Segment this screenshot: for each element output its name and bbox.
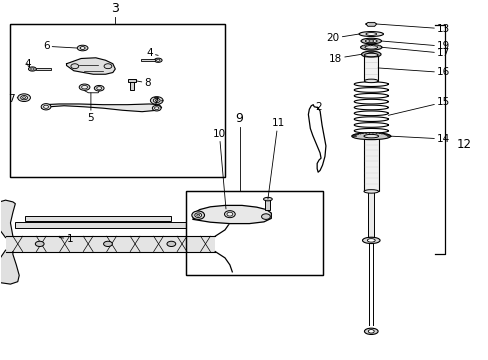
Ellipse shape — [77, 45, 88, 51]
Ellipse shape — [153, 98, 160, 103]
Text: 17: 17 — [381, 47, 449, 58]
Bar — [10, 23, 224, 177]
Ellipse shape — [194, 213, 201, 217]
Bar — [363, 136, 378, 192]
Text: 20: 20 — [326, 33, 358, 43]
Bar — [141, 59, 155, 61]
Ellipse shape — [79, 84, 90, 90]
Ellipse shape — [224, 211, 235, 218]
Ellipse shape — [31, 68, 34, 70]
Bar — [130, 82, 134, 90]
Text: 3: 3 — [111, 2, 119, 15]
Text: 18: 18 — [328, 54, 361, 63]
Ellipse shape — [81, 85, 87, 89]
Ellipse shape — [18, 94, 30, 102]
Ellipse shape — [366, 53, 374, 56]
Text: 4: 4 — [146, 48, 158, 58]
Bar — [364, 55, 377, 81]
Ellipse shape — [80, 46, 85, 49]
Ellipse shape — [361, 51, 380, 58]
Ellipse shape — [364, 53, 377, 57]
Ellipse shape — [22, 97, 25, 99]
Text: 9: 9 — [235, 112, 243, 125]
Ellipse shape — [360, 45, 381, 50]
Ellipse shape — [20, 95, 27, 100]
Bar — [5, 236, 215, 252]
Text: 5: 5 — [87, 93, 94, 123]
Ellipse shape — [263, 197, 272, 201]
Text: 19: 19 — [381, 41, 449, 51]
Bar — [367, 192, 373, 237]
Ellipse shape — [152, 105, 161, 111]
Ellipse shape — [104, 64, 112, 69]
Ellipse shape — [366, 239, 374, 242]
Polygon shape — [42, 104, 161, 112]
Ellipse shape — [358, 32, 383, 36]
Polygon shape — [0, 250, 19, 284]
Bar — [128, 80, 136, 82]
Ellipse shape — [364, 79, 377, 83]
Text: 13: 13 — [376, 24, 449, 34]
Bar — [265, 200, 270, 210]
Polygon shape — [193, 206, 271, 224]
Polygon shape — [0, 200, 15, 238]
Ellipse shape — [35, 241, 44, 247]
Ellipse shape — [41, 104, 51, 110]
Ellipse shape — [226, 212, 232, 216]
Ellipse shape — [363, 190, 378, 193]
Ellipse shape — [365, 39, 376, 43]
Text: 1: 1 — [59, 234, 73, 244]
Bar — [15, 222, 185, 228]
Ellipse shape — [360, 38, 381, 44]
Text: 2: 2 — [315, 103, 321, 112]
Ellipse shape — [94, 85, 104, 91]
Polygon shape — [66, 58, 115, 74]
Ellipse shape — [43, 105, 48, 108]
Bar — [25, 216, 171, 221]
Text: 15: 15 — [387, 97, 449, 115]
Text: 10: 10 — [212, 129, 225, 209]
Ellipse shape — [191, 211, 204, 219]
Ellipse shape — [364, 46, 377, 49]
Ellipse shape — [351, 132, 390, 140]
Ellipse shape — [363, 134, 378, 138]
Ellipse shape — [166, 241, 175, 247]
Text: 14: 14 — [390, 134, 449, 144]
Ellipse shape — [71, 64, 79, 69]
Ellipse shape — [368, 40, 373, 42]
Bar — [185, 192, 322, 275]
Bar — [10, 23, 224, 177]
Ellipse shape — [367, 329, 373, 333]
Ellipse shape — [154, 58, 162, 62]
Ellipse shape — [364, 328, 377, 334]
Ellipse shape — [156, 59, 160, 61]
Text: 11: 11 — [267, 118, 284, 199]
Ellipse shape — [103, 241, 112, 247]
Bar — [185, 192, 322, 275]
Ellipse shape — [28, 67, 36, 71]
Ellipse shape — [196, 214, 199, 216]
Ellipse shape — [365, 33, 376, 35]
Text: 7: 7 — [8, 94, 18, 104]
Text: 8: 8 — [136, 78, 151, 88]
Ellipse shape — [261, 214, 270, 219]
Polygon shape — [365, 22, 376, 26]
Ellipse shape — [150, 96, 163, 104]
Text: 4: 4 — [24, 59, 31, 69]
Text: 16: 16 — [377, 67, 449, 77]
Bar — [36, 68, 51, 70]
Text: 6: 6 — [43, 41, 77, 51]
Ellipse shape — [154, 107, 159, 109]
Text: 12: 12 — [456, 138, 470, 151]
Ellipse shape — [155, 100, 158, 102]
Ellipse shape — [362, 237, 379, 243]
Ellipse shape — [97, 87, 102, 90]
Text: 7: 7 — [152, 97, 163, 107]
